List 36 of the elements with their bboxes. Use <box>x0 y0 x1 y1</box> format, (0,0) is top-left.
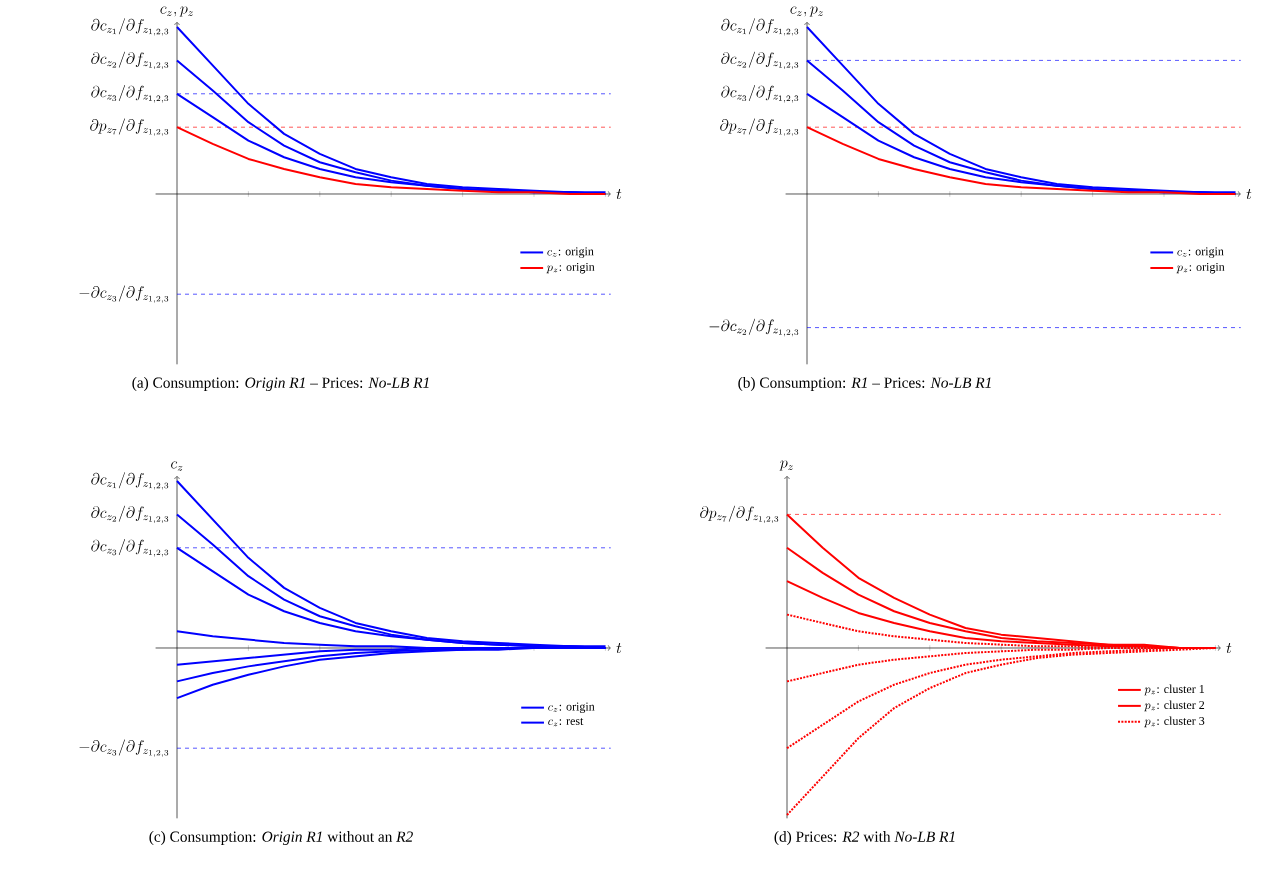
ref-line-label: $\partial p_{z_7}/\partial f_{z_{1,2,3}}$ <box>720 118 799 136</box>
text: $\partial c_{z_2}/\partial f_{z_{1,2,3}}$ <box>91 51 169 70</box>
text: $\partial c_{z_1}/\partial f_{z_{1,2,3}}$ <box>721 18 799 36</box>
text: $\partial c_{z_1}/\partial f_{z_{1,2,3}}$ <box>91 18 169 36</box>
text: (d) Prices: R2 with No-LB R1 <box>774 831 955 845</box>
legend-label: $c_z\mbox{: origin}$ <box>1177 247 1224 258</box>
legend-label: $p_z\mbox{: origin}$ <box>546 262 595 274</box>
x-axis-title: $t$ <box>1246 188 1252 200</box>
ref-line-label: $-\partial c_{z_3}/\partial f_{z_{1,2,3}}$ <box>79 739 169 757</box>
annotation: $\partial c_{z_2}/\partial f_{z_{1,2,3}}$ <box>91 505 169 524</box>
x-axis-title: $t$ <box>616 642 622 654</box>
ref-line-label: $-\partial c_{z_3}/\partial f_{z_{1,2,3}}$ <box>79 285 169 303</box>
ref-line-label: $\partial p_{z_7}/\partial f_{z_{1,2,3}}$ <box>700 505 779 524</box>
ref-line-label: $\partial c_{z_3}/\partial f_{z_{1,2,3}}$ <box>91 85 169 103</box>
ref-line-label: $\partial c_{z_3}/\partial f_{z_{1,2,3}}$ <box>91 539 169 557</box>
ref-line-label: $\partial p_{z_7}/\partial f_{z_{1,2,3}}$ <box>90 118 169 136</box>
y-axis-title: $p_z$ <box>779 460 793 471</box>
text: $\partial c_{z_3}/\partial f_{z_{1,2,3}}$ <box>721 85 799 103</box>
legend-label: $c_z\mbox{: origin}$ <box>548 702 595 714</box>
legend-label: $c_z\mbox{: origin}$ <box>547 247 594 258</box>
legend-label: $c_z\mbox{: rest}$ <box>548 718 584 727</box>
y-axis-title: $c_z, p_z$ <box>160 6 194 17</box>
legend-label: $p_z\mbox{: cluster 1}$ <box>1144 684 1205 696</box>
text: (b) Consumption: R1 – Prices: No-LB R1 <box>738 377 991 391</box>
legend-label: $p_z\mbox{: cluster 2}$ <box>1144 700 1205 712</box>
text: (c) Consumption: Origin R1 without an R2 <box>149 831 413 845</box>
text: (a) Consumption: Origin R1 – Prices: No-LB R1 <box>132 377 429 391</box>
ref-line-label: $-\partial c_{z_2}/\partial f_{z_{1,2,3}}$ <box>709 318 799 337</box>
y-axis-title: $c_z$ <box>171 461 183 471</box>
x-axis-title: $t$ <box>1226 642 1232 654</box>
legend-label: $p_z\mbox{: cluster 3}$ <box>1144 716 1205 728</box>
legend-label: $p_z\mbox{: origin}$ <box>1176 262 1225 274</box>
ref-line-label: $\partial c_{z_2}/\partial f_{z_{1,2,3}}$ <box>721 51 799 70</box>
x-axis-title: $t$ <box>616 188 622 200</box>
y-axis-title: $c_z, p_z$ <box>790 6 824 17</box>
annotation: $\partial c_{z_1}/\partial f_{z_{1,2,3}}$ <box>91 472 169 490</box>
